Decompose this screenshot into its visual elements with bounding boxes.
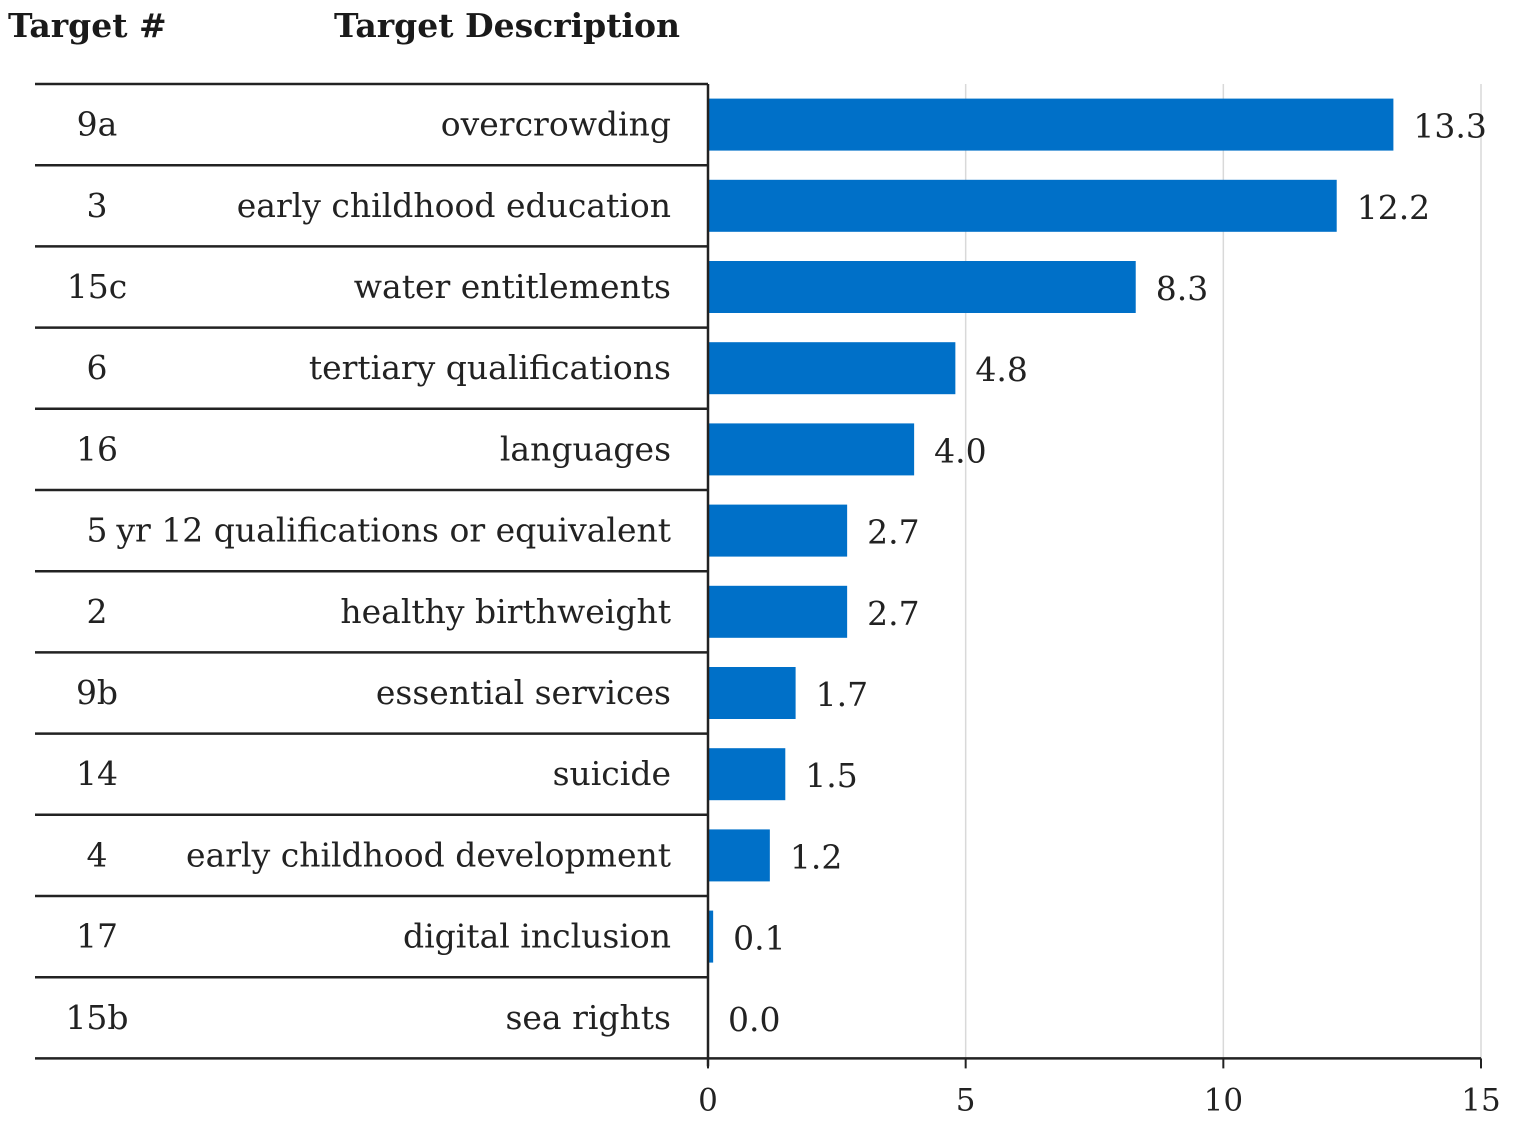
target-description-7: essential services	[376, 673, 671, 712]
bar-9	[708, 829, 770, 882]
data-label-0: 13.3	[1413, 107, 1486, 146]
target-number-11: 15b	[65, 998, 128, 1037]
bar-2	[708, 261, 1136, 313]
data-label-3: 4.8	[975, 350, 1027, 389]
target-description-0: overcrowding	[441, 105, 671, 144]
target-description-1: early childhood education	[237, 186, 671, 225]
bar-1	[708, 179, 1337, 232]
data-label-7: 1.7	[816, 675, 868, 714]
data-label-8: 1.5	[805, 756, 857, 795]
x-tick-label-3: 15	[1461, 1082, 1500, 1118]
bar-4	[708, 423, 915, 476]
data-label-11: 0.0	[728, 1000, 780, 1039]
header-target-description: Target Description	[334, 6, 681, 45]
data-label-9: 1.2	[790, 837, 842, 876]
data-label-6: 2.7	[867, 594, 919, 633]
target-number-4: 16	[76, 429, 118, 468]
bar-6	[708, 585, 848, 638]
x-tick-label-2: 10	[1204, 1082, 1243, 1118]
target-number-3: 6	[87, 348, 108, 387]
target-description-2: water entitlements	[354, 267, 671, 306]
target-description-5: yr 12 qualifications or equivalent	[115, 511, 671, 550]
header-target-number: Target #	[8, 6, 167, 45]
bar-5	[708, 504, 848, 557]
target-number-6: 2	[87, 592, 108, 631]
target-description-6: healthy birthweight	[340, 592, 671, 631]
target-number-1: 3	[87, 186, 108, 225]
bar-10	[708, 910, 714, 963]
target-number-9: 4	[87, 835, 108, 874]
target-description-10: digital inclusion	[403, 917, 671, 956]
target-number-0: 9a	[77, 105, 118, 144]
data-label-10: 0.1	[733, 919, 785, 958]
target-description-4: languages	[500, 429, 671, 468]
x-tick-label-1: 5	[956, 1082, 976, 1118]
data-label-5: 2.7	[867, 513, 919, 552]
target-number-7: 9b	[76, 673, 118, 712]
target-number-2: 15c	[67, 267, 127, 306]
data-label-1: 12.2	[1357, 188, 1430, 227]
data-label-2: 8.3	[1156, 269, 1208, 308]
target-description-3: tertiary qualifications	[309, 348, 671, 387]
bar-0	[708, 98, 1394, 151]
data-label-4: 4.0	[934, 431, 986, 470]
target-description-8: suicide	[553, 754, 671, 793]
target-number-8: 14	[76, 754, 118, 793]
bar-7	[708, 667, 796, 719]
x-tick-label-0: 0	[698, 1082, 718, 1118]
bar-8	[708, 748, 786, 801]
target-number-5: 5	[87, 511, 108, 550]
target-description-11: sea rights	[505, 998, 671, 1037]
bar-3	[708, 342, 956, 395]
target-number-10: 17	[76, 917, 118, 956]
target-description-9: early childhood development	[186, 835, 671, 874]
